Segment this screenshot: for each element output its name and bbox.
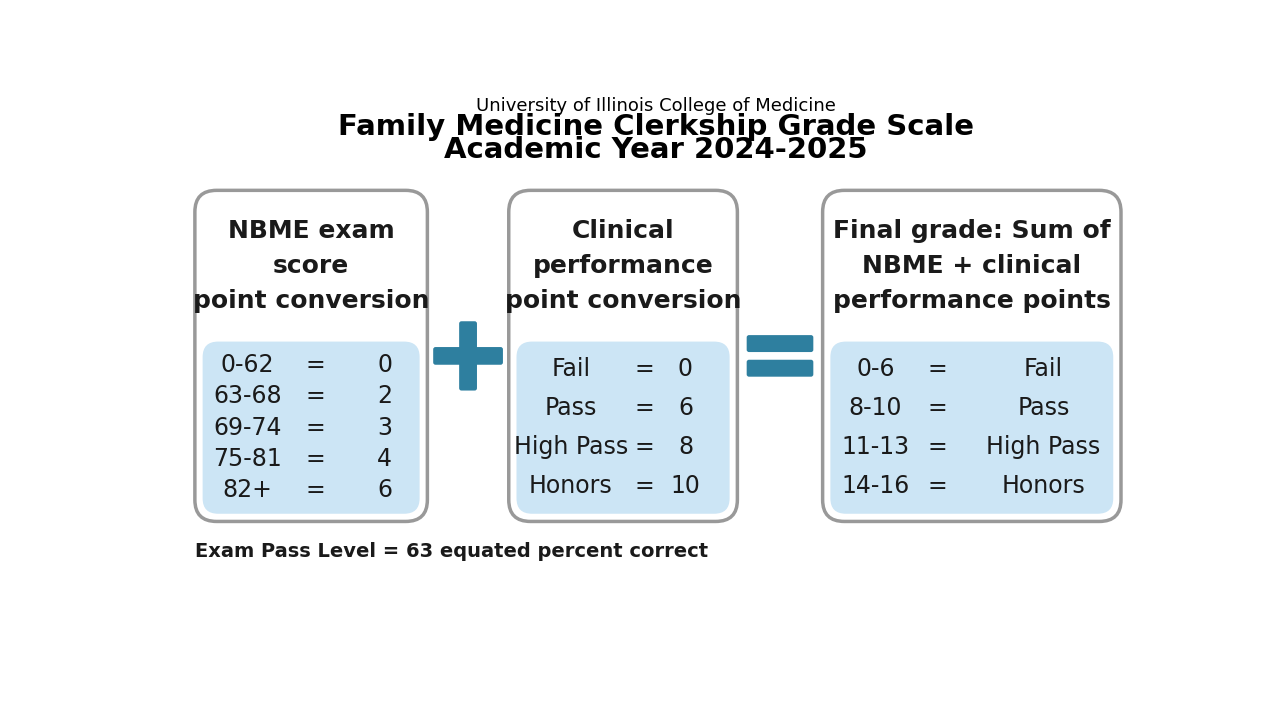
- Text: University of Illinois College of Medicine: University of Illinois College of Medici…: [476, 97, 836, 115]
- Text: Exam Pass Level = 63 equated percent correct: Exam Pass Level = 63 equated percent cor…: [195, 542, 708, 562]
- Text: 10: 10: [671, 474, 700, 498]
- Text: 8-10: 8-10: [849, 396, 902, 420]
- FancyBboxPatch shape: [823, 190, 1121, 521]
- FancyBboxPatch shape: [460, 321, 477, 390]
- Text: =: =: [928, 474, 947, 498]
- FancyBboxPatch shape: [746, 335, 813, 352]
- Text: Final grade: Sum of
NBME + clinical
performance points: Final grade: Sum of NBME + clinical perf…: [833, 219, 1111, 313]
- Text: 2: 2: [378, 384, 392, 408]
- Text: 75-81: 75-81: [214, 447, 282, 471]
- Text: =: =: [305, 353, 325, 377]
- Text: Academic Year 2024-2025: Academic Year 2024-2025: [444, 137, 868, 164]
- Text: =: =: [928, 357, 947, 381]
- FancyBboxPatch shape: [433, 347, 503, 365]
- FancyBboxPatch shape: [202, 341, 420, 514]
- Text: Honors: Honors: [1002, 474, 1085, 498]
- Text: 14-16: 14-16: [841, 474, 910, 498]
- Text: 0-62: 0-62: [221, 353, 274, 377]
- Text: 6: 6: [378, 478, 392, 503]
- Text: =: =: [635, 436, 654, 459]
- Text: 0-6: 0-6: [856, 357, 895, 381]
- FancyBboxPatch shape: [195, 190, 428, 521]
- Text: High Pass: High Pass: [513, 436, 628, 459]
- Text: =: =: [635, 474, 654, 498]
- Text: Honors: Honors: [529, 474, 613, 498]
- Text: =: =: [635, 396, 654, 420]
- Text: 4: 4: [378, 447, 392, 471]
- Text: Family Medicine Clerkship Grade Scale: Family Medicine Clerkship Grade Scale: [338, 112, 974, 140]
- Text: 8: 8: [678, 436, 692, 459]
- Text: =: =: [928, 396, 947, 420]
- Text: 3: 3: [378, 415, 392, 440]
- Text: 11-13: 11-13: [841, 436, 909, 459]
- Text: Pass: Pass: [1018, 396, 1070, 420]
- Text: 0: 0: [378, 353, 392, 377]
- FancyBboxPatch shape: [746, 360, 813, 377]
- Text: Pass: Pass: [544, 396, 596, 420]
- Text: Fail: Fail: [552, 357, 590, 381]
- Text: 69-74: 69-74: [214, 415, 282, 440]
- Text: 82+: 82+: [223, 478, 273, 503]
- Text: =: =: [928, 436, 947, 459]
- Text: =: =: [305, 447, 325, 471]
- Text: 6: 6: [678, 396, 692, 420]
- FancyBboxPatch shape: [508, 190, 737, 521]
- FancyBboxPatch shape: [831, 341, 1114, 514]
- Text: NBME exam
score
point conversion: NBME exam score point conversion: [193, 219, 429, 313]
- Text: 63-68: 63-68: [214, 384, 282, 408]
- FancyBboxPatch shape: [517, 341, 730, 514]
- Text: 0: 0: [678, 357, 692, 381]
- Text: =: =: [305, 478, 325, 503]
- Text: Clinical
performance
point conversion: Clinical performance point conversion: [504, 219, 741, 313]
- Text: High Pass: High Pass: [987, 436, 1101, 459]
- Text: Fail: Fail: [1024, 357, 1064, 381]
- Text: =: =: [635, 357, 654, 381]
- Text: =: =: [305, 384, 325, 408]
- Text: =: =: [305, 415, 325, 440]
